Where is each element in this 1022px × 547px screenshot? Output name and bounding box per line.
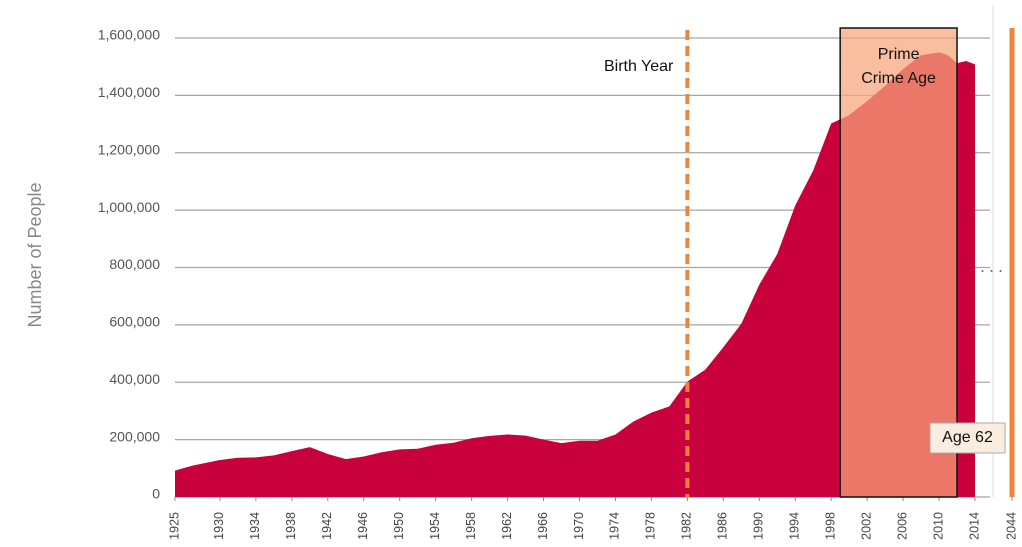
x-tick-label: 1966: [536, 512, 550, 540]
x-tick-label: 2006: [895, 512, 909, 540]
x-tick-label: 1986: [716, 512, 730, 540]
prime-box: [839, 27, 958, 498]
x-tick-label: 1954: [428, 512, 442, 540]
break-dots: ···: [980, 260, 1007, 280]
birth-label: Birth Year: [604, 58, 674, 75]
y-tick-label: 1,400,000: [98, 84, 160, 100]
x-tick-label: 1934: [248, 512, 262, 540]
x-tick-label: 1942: [320, 512, 334, 540]
x-tick-label: 1974: [608, 512, 622, 540]
y-tick-label: 1,000,000: [98, 199, 160, 215]
y-tick-label: 1,600,000: [98, 27, 160, 43]
x-tick-label: 1946: [356, 512, 370, 540]
x-tick-label: 2014: [967, 512, 981, 540]
prime-box-label: Prime: [878, 46, 920, 63]
x-tick-label: 1938: [284, 512, 298, 540]
x-tick-label: 1990: [752, 512, 766, 540]
y-tick-label: 800,000: [109, 256, 160, 272]
y-tick-label: 1,200,000: [98, 141, 160, 157]
y-tick-label: 200,000: [109, 428, 160, 444]
y-tick-label: 0: [152, 486, 160, 502]
x-tick-label: 1950: [392, 512, 406, 540]
x-tick-label: 1970: [572, 512, 586, 540]
x-tick-label: 2044: [1004, 512, 1018, 540]
x-tick-label: 2002: [859, 512, 873, 540]
prime-box-label: Crime Age: [861, 70, 936, 87]
x-tick-label: 1925: [167, 512, 181, 540]
x-tick-label: 1994: [788, 512, 802, 540]
x-tick-label: 1982: [680, 512, 694, 540]
y-axis-label: Number of People: [25, 182, 45, 327]
x-tick-label: 1978: [644, 512, 658, 540]
x-tick-label: 1998: [823, 512, 837, 540]
area: [175, 52, 975, 497]
x-tick-label: 2010: [931, 512, 945, 540]
x-tick-label: 1958: [464, 512, 478, 540]
y-tick-label: 400,000: [109, 371, 160, 387]
age-box: [929, 422, 1006, 454]
age-label: Age 62: [942, 429, 993, 446]
x-tick-label: 1962: [500, 512, 514, 540]
y-tick-label: 600,000: [109, 314, 160, 330]
x-tick-label: 1930: [212, 512, 226, 540]
